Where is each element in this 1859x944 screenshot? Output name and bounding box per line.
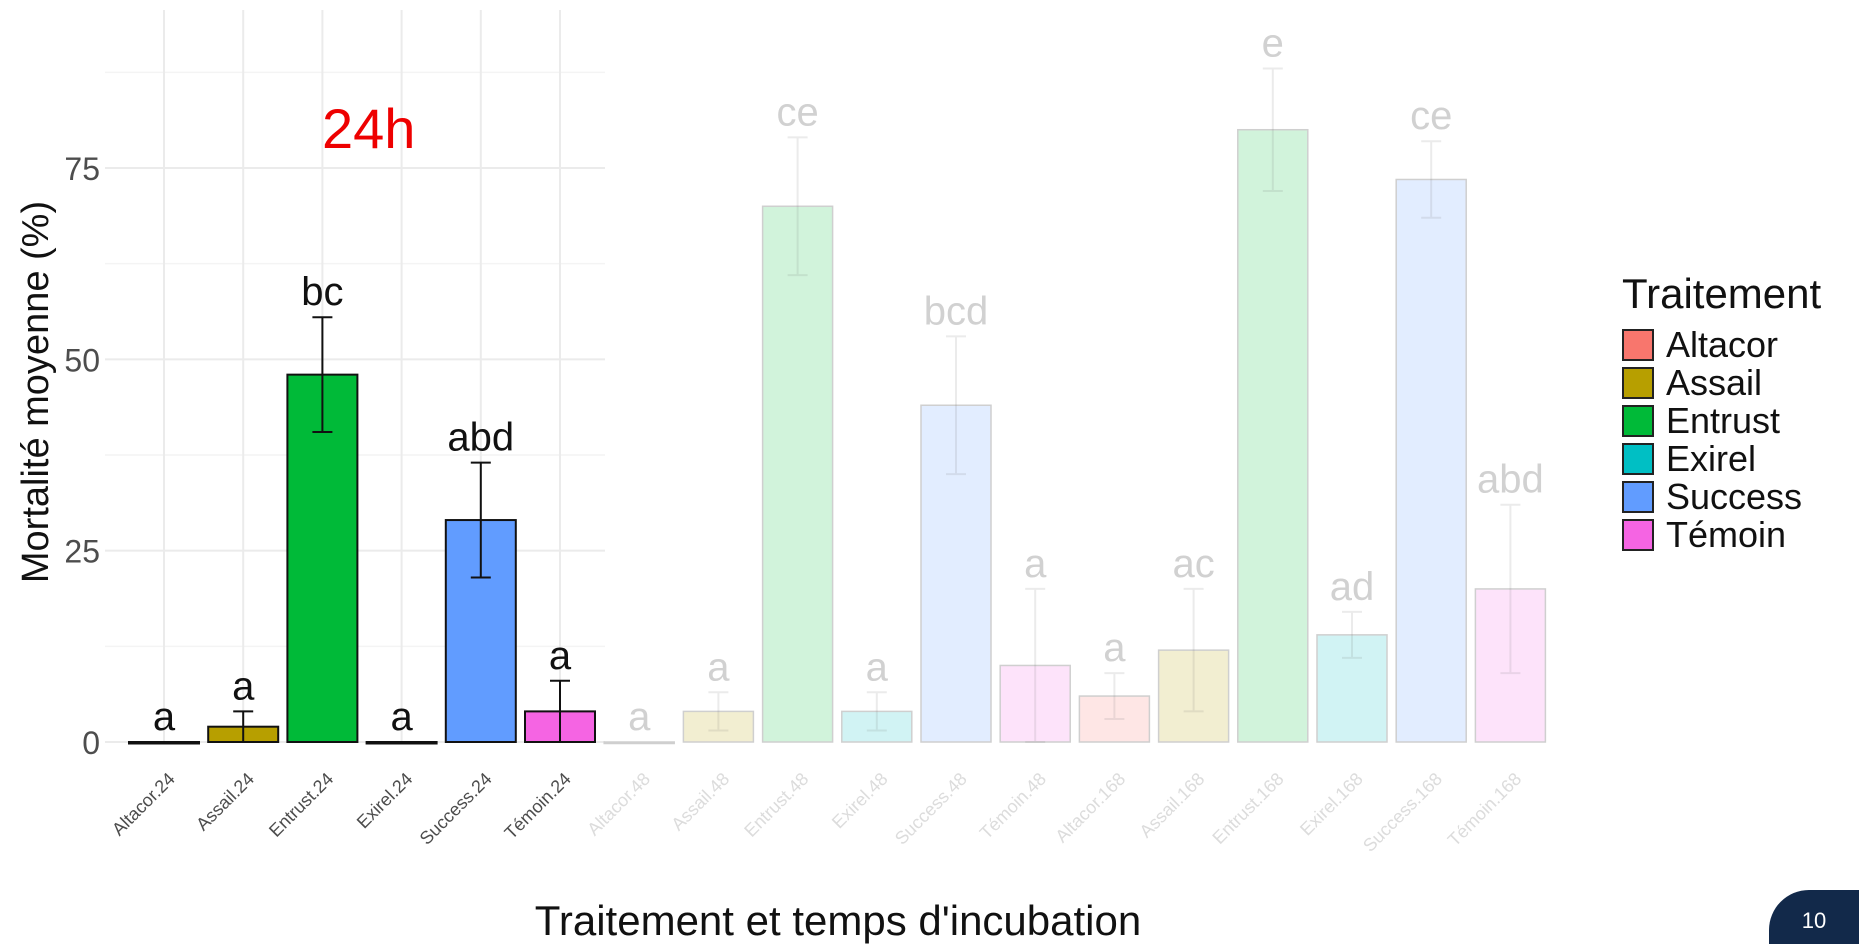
x-tick-label: Success.168: [1359, 769, 1446, 856]
significance-letter: a: [866, 645, 889, 689]
significance-letter: e: [1262, 22, 1284, 66]
error-bar: [1104, 672, 1125, 721]
x-tick-label: Témoin.168: [1444, 769, 1525, 850]
legend-swatch: [1622, 481, 1654, 513]
legend-item: Assail: [1622, 364, 1821, 402]
legend-item: Exirel: [1622, 440, 1821, 478]
x-tick-label: Assail.24: [192, 769, 258, 835]
x-tick-label: Altacor.168: [1051, 769, 1129, 847]
x-tick-label: Témoin.24: [501, 769, 575, 843]
legend-item: Entrust: [1622, 402, 1821, 440]
legend-title: Traitement: [1622, 270, 1822, 317]
error-bar: [470, 461, 491, 579]
bar: [1078, 695, 1151, 743]
bar: [1316, 634, 1388, 743]
bar: [128, 741, 200, 745]
x-tick-label: Assail.48: [667, 769, 733, 835]
x-tick-label: Altacor.24: [108, 769, 179, 840]
y-tick-label: 25: [64, 534, 100, 570]
bar: [1237, 128, 1309, 743]
significance-letter: a: [1103, 626, 1126, 670]
bar: [1395, 178, 1467, 743]
error-bar: [1500, 503, 1521, 675]
significance-letter: ad: [1330, 565, 1375, 609]
bar: [365, 741, 438, 745]
legend-swatch: [1622, 329, 1654, 361]
legend-swatch: [1622, 443, 1654, 475]
x-tick-label: Entrust.24: [265, 769, 337, 841]
legend-label: Exirel: [1666, 438, 1757, 479]
legend-label: Altacor: [1666, 324, 1779, 365]
significance-letter: a: [549, 634, 572, 678]
bar: [920, 404, 992, 743]
legend-swatch: [1622, 367, 1654, 399]
x-tick-label: Entrust.168: [1208, 769, 1287, 848]
significance-letter: abd: [1477, 458, 1544, 502]
error-bar: [708, 691, 729, 732]
error-bar: [1262, 67, 1283, 192]
legend-item: Témoin: [1622, 516, 1821, 554]
significance-letter: bc: [301, 270, 343, 314]
y-tick-label: 75: [64, 151, 100, 187]
y-tick-label: 0: [82, 725, 100, 761]
error-bar: [1025, 587, 1046, 743]
significance-letter: bcd: [924, 289, 989, 333]
error-bar: [1342, 610, 1362, 659]
x-axis-label: Traitement et temps d'incubation: [535, 897, 1141, 944]
legend-label: Assail: [1666, 362, 1763, 403]
x-tick-label: Success.48: [891, 769, 971, 849]
error-bar: [866, 691, 887, 732]
legend-label: Success: [1666, 476, 1803, 517]
legend-swatch: [1622, 405, 1654, 437]
bar: [761, 205, 834, 743]
bar: [1157, 649, 1230, 743]
y-tick-label: 50: [64, 342, 100, 378]
significance-letter: ce: [776, 90, 818, 134]
error-bar: [1183, 587, 1204, 713]
error-bar: [550, 679, 570, 743]
bar: [1474, 588, 1547, 743]
legend-items: Altacor Assail Entrust Exirel Success Témoin: [1622, 326, 1821, 554]
significance-letter: a: [390, 695, 413, 739]
bar: [999, 664, 1071, 743]
y-axis-label: Mortalité moyenne (%): [15, 201, 57, 583]
significance-letter: abd: [447, 416, 514, 460]
page-number-badge: 10: [1769, 890, 1859, 944]
legend-label: Entrust: [1666, 400, 1781, 441]
significance-letter: a: [628, 695, 651, 739]
error-bar: [312, 316, 333, 434]
x-tick-label: Exirel.168: [1296, 769, 1367, 840]
x-tick-label: Entrust.48: [740, 769, 812, 841]
legend-label: Témoin: [1666, 514, 1787, 555]
significance-letter: ac: [1172, 542, 1214, 586]
legend-swatch: [1622, 519, 1654, 551]
bar: [682, 710, 755, 743]
x-tick-label: Success.24: [416, 769, 496, 849]
legend-item: Altacor: [1622, 326, 1821, 364]
significance-letter: ce: [1410, 94, 1452, 138]
error-bar: [787, 136, 808, 277]
x-tick-label: Altacor.48: [583, 769, 654, 840]
bar: [841, 710, 913, 743]
significance-letter: a: [232, 664, 255, 708]
x-tick-label: Assail.168: [1136, 769, 1209, 842]
significance-letter: a: [707, 645, 730, 689]
legend: Traitement Altacor Assail Entrust Exirel Suc…: [1622, 270, 1821, 554]
legend-item: Success: [1622, 478, 1821, 516]
error-bar: [946, 335, 966, 476]
time-overlay-label: 24h: [322, 97, 416, 160]
x-tick-label: Exirel.24: [353, 769, 417, 833]
bar: [603, 741, 675, 745]
x-tick-label: Témoin.48: [976, 769, 1050, 843]
significance-letter: a: [153, 695, 176, 739]
x-tick-label: Exirel.48: [828, 769, 892, 833]
significance-letter: a: [1024, 542, 1047, 586]
error-bar: [233, 710, 254, 743]
error-bar: [1421, 140, 1442, 219]
